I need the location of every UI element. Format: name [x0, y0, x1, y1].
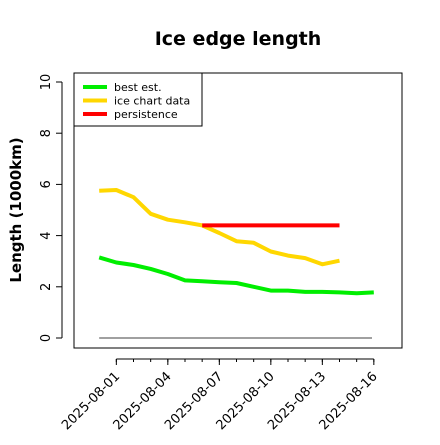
y-tick-label: 4 — [39, 231, 54, 239]
series-line-ice-chart-data — [99, 188, 340, 267]
plot-frame — [73, 72, 403, 349]
legend-label: best est. — [114, 81, 162, 94]
legend-label: persistence — [114, 108, 178, 121]
chart-title: Ice edge length — [155, 28, 322, 50]
series-layer — [98, 188, 374, 296]
y-axis-label: Length (1000km) — [7, 137, 25, 282]
y-axis: 0 2 4 6 8 10 — [39, 74, 63, 342]
y-tick-label: 2 — [39, 283, 54, 291]
series-line-best-est- — [98, 255, 374, 296]
y-tick-label: 10 — [39, 74, 54, 91]
x-axis: 2025-08-012025-08-042025-08-072025-08-10… — [59, 358, 381, 433]
y-tick-label: 8 — [39, 129, 54, 137]
y-tick-label: 0 — [39, 334, 54, 342]
y-tick-label: 6 — [39, 180, 54, 188]
legend-label: ice chart data — [114, 95, 190, 108]
